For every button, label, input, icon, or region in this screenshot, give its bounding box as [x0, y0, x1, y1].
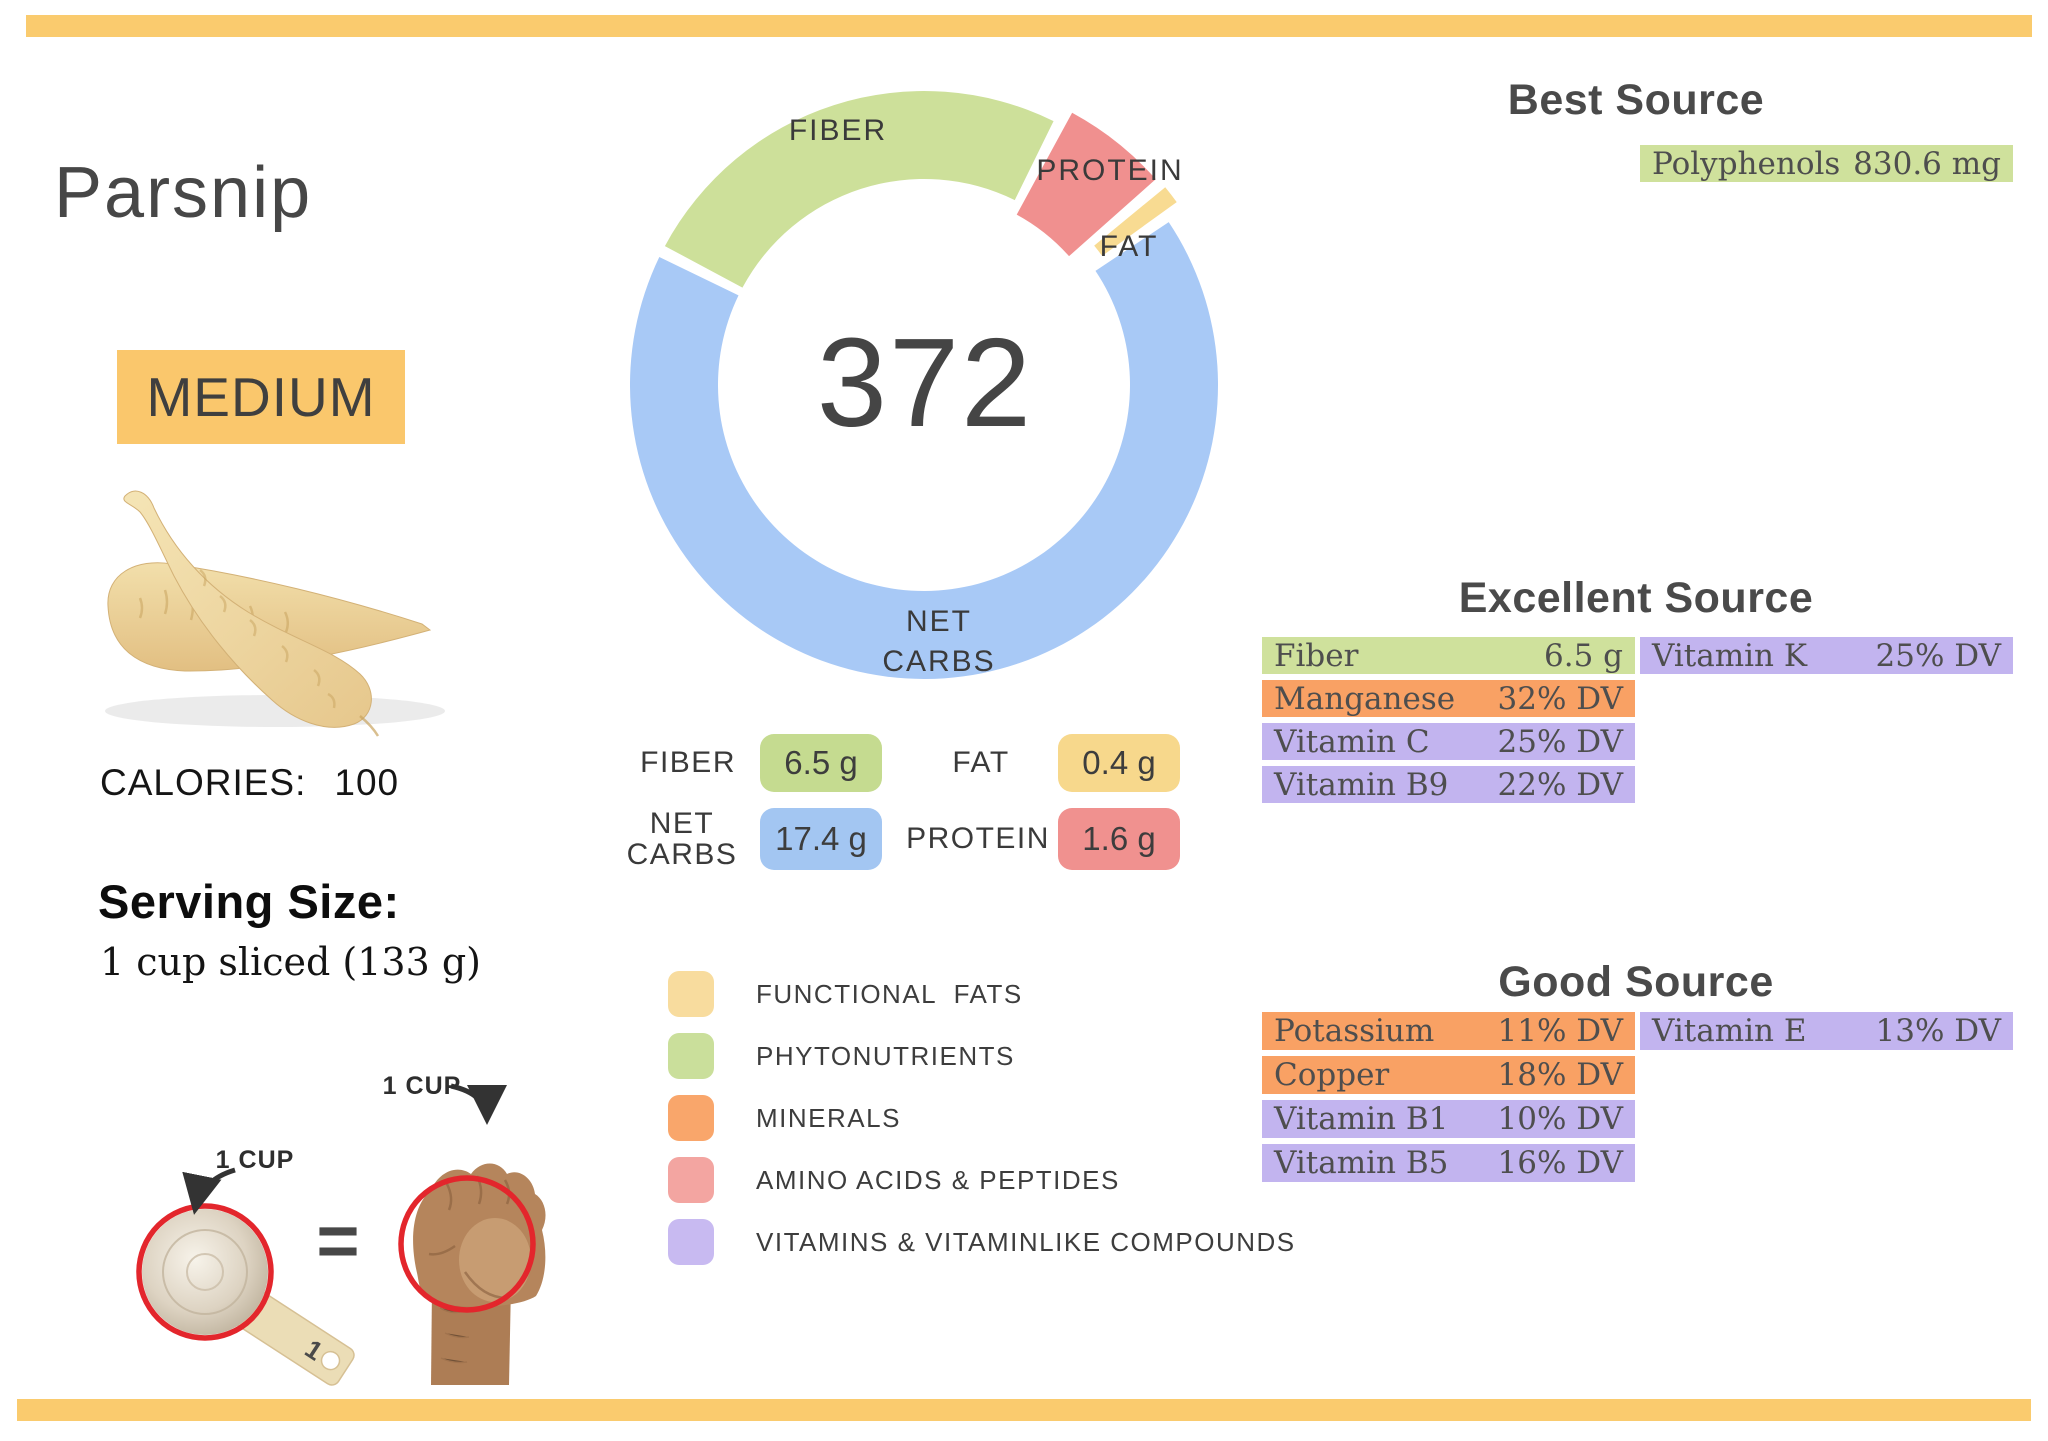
- donut-segment-fiber: [664, 91, 1054, 288]
- equals-sign: =: [316, 1199, 360, 1282]
- fist-icon: [398, 1163, 546, 1385]
- donut-segment-fat: [1094, 187, 1177, 256]
- bottom-accent-bar: [17, 1399, 2031, 1421]
- top-accent-bar: [26, 15, 2032, 37]
- macro-value-net-carbs: 17.4 g: [760, 808, 882, 870]
- calories-line: CALORIES: 100: [100, 762, 399, 804]
- legend-item-3: AMINO ACIDS & PEPTIDES: [668, 1156, 1648, 1204]
- source-row-fiber: Fiber 6.5 g: [1262, 637, 1635, 674]
- category-legend: FUNCTIONAL FATS PHYTONUTRIENTS MINERALS AMI…: [668, 970, 1648, 1280]
- donut-label-protein: PROTEIN: [1036, 154, 1184, 187]
- measuring-cup-icon: [142, 1209, 268, 1335]
- cup-measure-label: 1 CUP: [215, 1146, 295, 1174]
- good-source-heading: Good Source: [1498, 958, 1774, 1006]
- nutrient-name: Fiber: [1274, 637, 1359, 674]
- legend-swatch-icon: [668, 1157, 714, 1203]
- nutrient-name: Manganese: [1274, 680, 1456, 717]
- page-title: Parsnip: [54, 153, 313, 233]
- nutrient-name: Vitamin K: [1652, 637, 1807, 674]
- fist-highlight-circle: [398, 1175, 536, 1313]
- nutrient-name: Polyphenols: [1652, 145, 1841, 182]
- source-row-vitamin-k: Vitamin K 25% DV: [1640, 637, 2013, 674]
- serving-size-heading: Serving Size:: [98, 875, 400, 928]
- fist-measure-label: 1 CUP: [382, 1072, 462, 1100]
- legend-label: FUNCTIONAL FATS: [756, 978, 1023, 1009]
- measuring-cup-handle: 1: [234, 1288, 355, 1386]
- nutrient-amount: 13% DV: [1875, 1013, 2001, 1049]
- nutrivore-level-badge: MEDIUM: [117, 350, 405, 444]
- legend-item-1: PHYTONUTRIENTS: [668, 1032, 1648, 1080]
- macro-label-fiber: FIBER: [640, 746, 736, 779]
- serving-equivalence-graphic: 1: [136, 1083, 546, 1386]
- macro-donut-chart: [630, 91, 1219, 680]
- nutrient-name: Vitamin E: [1652, 1013, 1807, 1049]
- root-tip-hair: [359, 715, 380, 737]
- source-row-potassium: Potassium 11% DV: [1262, 1012, 1635, 1050]
- parsnip-photo: [105, 490, 445, 737]
- source-row-polyphenols: Polyphenols 830.6 mg: [1640, 145, 2013, 182]
- nutrient-name: Copper: [1274, 1057, 1390, 1093]
- source-row-vitamin-c: Vitamin C 25% DV: [1262, 723, 1635, 760]
- nutrient-amount: 10% DV: [1497, 1101, 1623, 1137]
- nutrient-amount: 830.6 mg: [1853, 145, 2001, 182]
- legend-swatch-icon: [668, 1095, 714, 1141]
- macro-label-protein: PROTEIN: [906, 822, 1050, 855]
- nutrient-amount: 25% DV: [1875, 637, 2001, 674]
- cup-center-ring: [186, 1253, 224, 1291]
- donut-label-fiber: FIBER: [788, 114, 888, 147]
- nutrient-amount: 11% DV: [1497, 1013, 1623, 1049]
- parsnip-root-front: [123, 490, 372, 728]
- nutrient-amount: 18% DV: [1497, 1057, 1623, 1093]
- legend-item-2: MINERALS: [668, 1094, 1648, 1142]
- nutrient-amount: 6.5 g: [1544, 637, 1623, 674]
- root-texture-front: [199, 569, 336, 709]
- best-source-heading: Best Source: [1507, 76, 1765, 124]
- cup-arrow: [182, 1167, 236, 1215]
- calories-value: 100: [334, 762, 400, 803]
- nutrient-amount: 16% DV: [1497, 1145, 1623, 1181]
- donut-label-net-carbs: NET CARBS: [882, 605, 996, 678]
- donut-label-fat: FAT: [1099, 230, 1159, 263]
- macro-value-protein: 1.6 g: [1058, 808, 1180, 870]
- nutrient-amount: 25% DV: [1497, 723, 1623, 760]
- macro-label-fat: FAT: [952, 746, 1010, 779]
- cup-inner-ring: [162, 1229, 248, 1315]
- source-row-vitamin-e: Vitamin E 13% DV: [1640, 1012, 2013, 1050]
- legend-item-4: VITAMINS & VITAMINLIKE COMPOUNDS: [668, 1218, 1648, 1266]
- source-row-vitamin-b5: Vitamin B5 16% DV: [1262, 1144, 1635, 1182]
- source-row-vitamin-b1: Vitamin B1 10% DV: [1262, 1100, 1635, 1138]
- donut-segment-net-carbs: [630, 222, 1219, 680]
- nutrient-amount: 32% DV: [1497, 680, 1623, 717]
- source-row-vitamin-b9: Vitamin B9 22% DV: [1262, 766, 1635, 803]
- nutrient-name: Vitamin B5: [1274, 1145, 1449, 1181]
- macro-value-fat: 0.4 g: [1058, 734, 1180, 792]
- source-row-manganese: Manganese 32% DV: [1262, 680, 1635, 717]
- nutrivore-score-value: 372: [816, 312, 1034, 453]
- nutrient-name: Potassium: [1274, 1013, 1435, 1049]
- nutrient-name: Vitamin C: [1274, 723, 1430, 760]
- nutrient-name: Vitamin B9: [1274, 766, 1449, 803]
- legend-label: AMINO ACIDS & PEPTIDES: [756, 1164, 1120, 1195]
- nutrient-name: Vitamin B1: [1274, 1101, 1449, 1137]
- source-row-copper: Copper 18% DV: [1262, 1056, 1635, 1094]
- fist-arrow: [450, 1083, 507, 1125]
- legend-item-0: FUNCTIONAL FATS: [668, 970, 1648, 1018]
- legend-label: VITAMINS & VITAMINLIKE COMPOUNDS: [756, 1226, 1296, 1257]
- calories-label: CALORIES:: [100, 762, 307, 803]
- nutrient-amount: 22% DV: [1497, 766, 1623, 803]
- macro-value-fiber: 6.5 g: [760, 734, 882, 792]
- legend-swatch-icon: [668, 1219, 714, 1265]
- serving-size-value: 1 cup sliced (133 g): [100, 940, 481, 984]
- macro-label-net-carbs: NET CARBS: [626, 807, 738, 871]
- legend-swatch-icon: [668, 1033, 714, 1079]
- excellent-source-heading: Excellent Source: [1458, 574, 1814, 622]
- donut-segment-protein: [1016, 112, 1156, 257]
- legend-swatch-icon: [668, 971, 714, 1017]
- legend-label: MINERALS: [756, 1102, 901, 1133]
- legend-label: PHYTONUTRIENTS: [756, 1040, 1015, 1071]
